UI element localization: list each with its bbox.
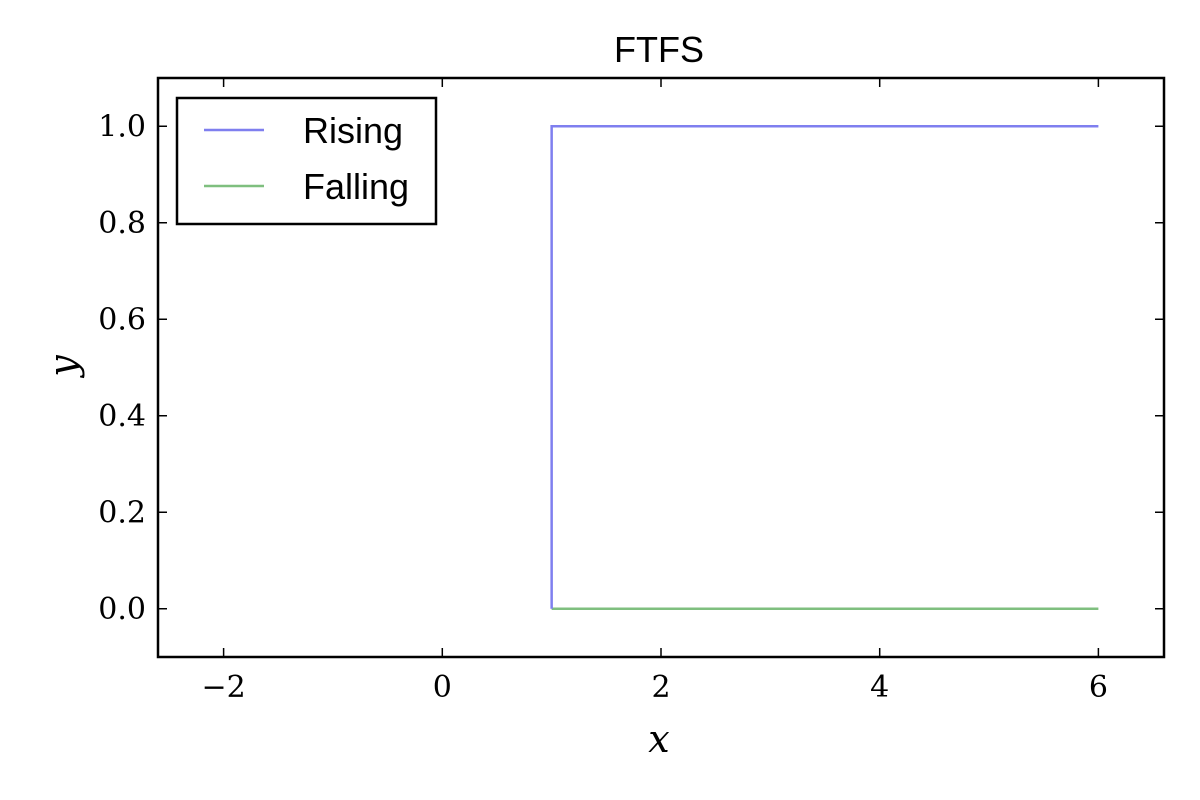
x-tick-label: 2 — [651, 670, 670, 705]
legend-box — [175, 96, 438, 226]
plot-lines — [550, 125, 1099, 610]
legend-label-rising: Rising — [303, 110, 403, 151]
x-tick-label: 0 — [433, 670, 452, 705]
y-tick-label: 0.2 — [98, 495, 146, 530]
y-tick-label: 0.8 — [98, 206, 146, 241]
y-tick-label: 0.4 — [98, 399, 146, 434]
x-axis-label: x — [648, 717, 669, 761]
y-tick-label: 0.0 — [98, 592, 146, 627]
y-axis-label: y — [41, 355, 85, 379]
series-line-rising — [550, 125, 1099, 609]
tick-labels: −2 0 2 4 6 0.0 0.2 0.4 0.6 0.8 1.0 — [98, 109, 1108, 705]
legend: Rising Falling — [175, 96, 438, 226]
axis-ticks — [158, 78, 1164, 657]
y-tick-label: 0.6 — [98, 302, 146, 337]
x-tick-label: 4 — [870, 670, 889, 705]
x-tick-label: 6 — [1089, 670, 1108, 705]
plot-frame — [156, 76, 1166, 659]
x-tick-label: −2 — [201, 670, 245, 705]
chart-title: FTFS — [614, 29, 704, 70]
y-tick-label: 1.0 — [98, 109, 146, 144]
legend-label-falling: Falling — [303, 166, 409, 207]
